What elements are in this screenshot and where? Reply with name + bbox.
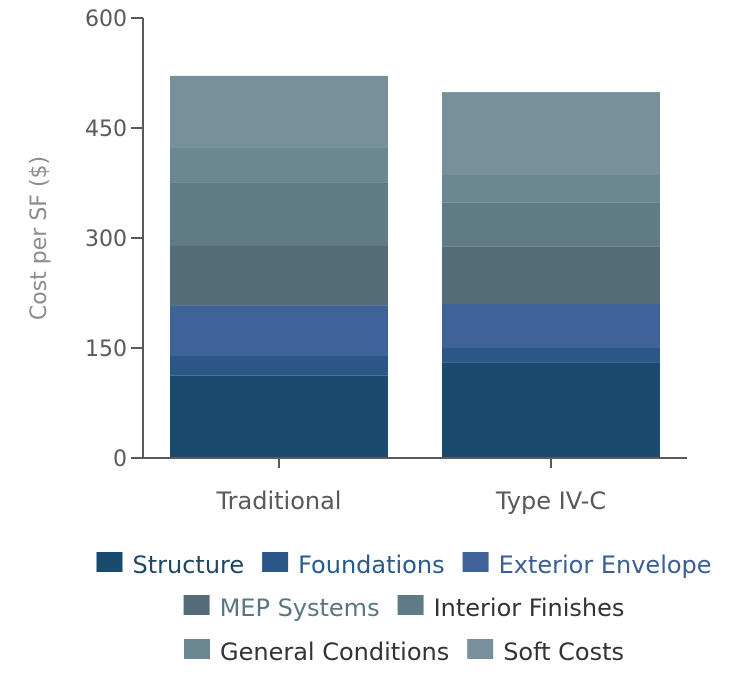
legend-swatch-soft-costs	[467, 639, 494, 659]
bar-segment-interior-finishes-type-iv-c	[442, 202, 660, 247]
bar-segment-soft-costs-type-iv-c	[442, 92, 660, 175]
legend-swatch-foundations	[262, 552, 289, 572]
y-tick-label: 0	[113, 447, 127, 472]
bar-segment-foundations-type-iv-c	[442, 348, 660, 363]
legend-swatch-general-conditions	[184, 639, 210, 659]
bar-segment-soft-costs-traditional	[170, 75, 388, 147]
y-axis-title: Cost per SF ($)	[27, 156, 52, 320]
y-tick-label: 300	[85, 227, 127, 252]
y-axis-ticks: 0 150 300 450 600	[85, 7, 143, 472]
y-tick-label: 600	[85, 7, 127, 32]
bar-segment-exterior-envelope-traditional	[170, 305, 388, 356]
legend-swatch-mep-systems	[183, 595, 210, 615]
legend-label-foundations: Foundations	[298, 551, 444, 579]
legend-label-exterior-envelope: Exterior Envelope	[499, 551, 712, 579]
x-tick-label: Traditional	[216, 487, 342, 515]
legend: Structure Foundations Exterior Envelope MEP…	[96, 551, 712, 666]
legend-label-general-conditions: General Conditions	[220, 638, 449, 666]
y-tick-label: 450	[85, 117, 127, 142]
bar-segment-structure-traditional	[170, 375, 388, 458]
bar-segment-foundations-traditional	[170, 355, 388, 376]
legend-swatch-exterior-envelope	[462, 552, 489, 572]
bar-segment-exterior-envelope-type-iv-c	[442, 304, 660, 348]
legend-label-structure: Structure	[133, 551, 245, 579]
bar-segment-mep-systems-traditional	[170, 245, 388, 306]
y-tick-label: 150	[85, 337, 127, 362]
bars-group	[170, 75, 660, 458]
x-axis-ticks: Traditional Type IV-C	[216, 458, 606, 515]
legend-swatch-interior-finishes	[397, 595, 424, 615]
x-tick-label: Type IV-C	[495, 487, 606, 515]
legend-swatch-structure	[96, 552, 123, 572]
legend-label-soft-costs: Soft Costs	[503, 638, 624, 666]
bar-segment-general-conditions-type-iv-c	[442, 174, 660, 203]
bar-segment-interior-finishes-traditional	[170, 182, 388, 246]
bar-segment-general-conditions-traditional	[170, 147, 388, 183]
legend-label-interior-finishes: Interior Finishes	[434, 594, 625, 622]
bar-segment-structure-type-iv-c	[442, 362, 660, 458]
legend-label-mep-systems: MEP Systems	[220, 594, 380, 622]
bar-segment-mep-systems-type-iv-c	[442, 246, 660, 304]
